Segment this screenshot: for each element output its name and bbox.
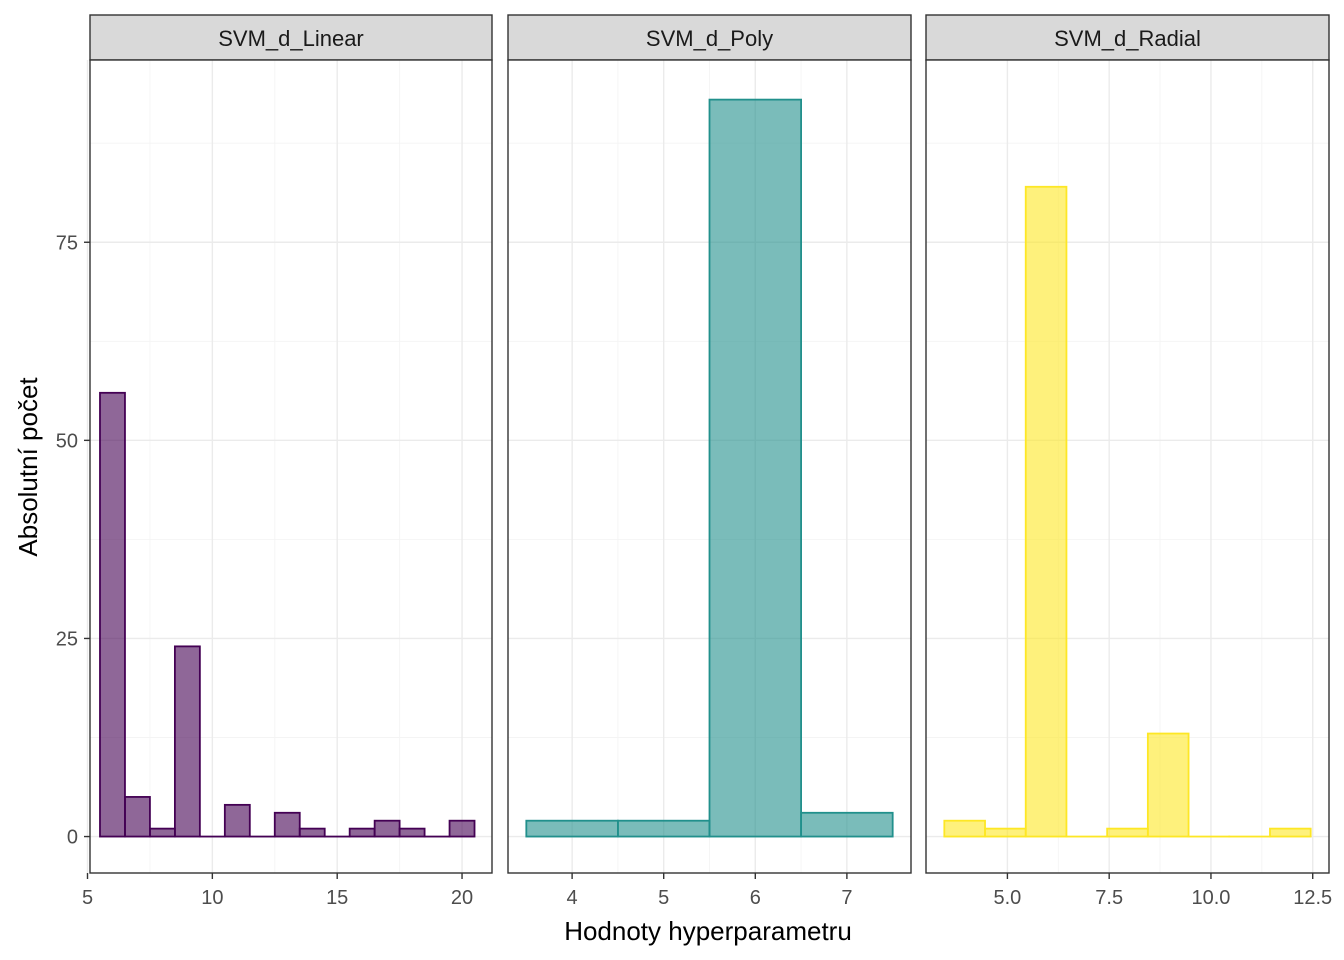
x-tick-label: 7.5 bbox=[1095, 887, 1123, 909]
facet-strip bbox=[507, 14, 912, 61]
x-tick-label: 5 bbox=[658, 887, 669, 909]
x-tick-label: 20 bbox=[451, 887, 473, 909]
histogram-bar bbox=[617, 819, 711, 838]
y-axis: 0 25 50 75 bbox=[56, 232, 90, 849]
x-tick-label: 10 bbox=[201, 887, 223, 909]
y-tick-label: 50 bbox=[56, 430, 78, 452]
histogram-bar bbox=[984, 827, 1027, 838]
histogram-bar bbox=[298, 827, 326, 838]
histogram-bar bbox=[448, 819, 476, 838]
x-tick-label: 10.0 bbox=[1191, 887, 1230, 909]
histogram-bar bbox=[273, 811, 301, 838]
x-tick-label: 7 bbox=[841, 887, 852, 909]
histogram-bars bbox=[99, 391, 476, 838]
x-tick-label: 12.5 bbox=[1293, 887, 1332, 909]
histogram-bar bbox=[149, 827, 176, 838]
histogram-bar bbox=[525, 819, 619, 838]
histogram-bar bbox=[800, 811, 894, 838]
histogram-bar bbox=[348, 827, 376, 838]
y-tick-label: 75 bbox=[56, 232, 78, 254]
histogram-bar bbox=[99, 391, 126, 838]
facet-strip-label: SVM_d_Linear bbox=[218, 26, 364, 51]
y-axis-title: Absolutní počet bbox=[13, 377, 43, 557]
facet-strip-label: SVM_d_Radial bbox=[1054, 26, 1201, 51]
y-tick-label: 0 bbox=[67, 827, 78, 849]
y-tick-label: 25 bbox=[56, 628, 78, 650]
histogram-bar bbox=[1024, 185, 1068, 838]
facet-panel-1: SVM_d_Linear 5 10 15 20 bbox=[82, 14, 493, 909]
x-axis-title: Hodnoty hyperparametru bbox=[564, 916, 852, 946]
facet-panels: SVM_d_Linear 5 10 15 20 SVM_d_Poly 4 5 6 7 SVM_d_R… bbox=[82, 14, 1332, 909]
facet-panel-3: SVM_d_Radial 5.0 7.5 10.0 12.5 bbox=[925, 14, 1332, 909]
histogram-bar bbox=[1106, 827, 1149, 838]
panel-border bbox=[507, 59, 912, 874]
histogram-bar bbox=[124, 796, 151, 838]
x-tick-label: 6 bbox=[750, 887, 761, 909]
histogram-bar bbox=[1146, 732, 1190, 838]
panel-background bbox=[926, 60, 1329, 873]
x-tick-label: 5 bbox=[82, 887, 93, 909]
histogram-bar bbox=[173, 645, 201, 838]
facet-panel-2: SVM_d_Poly 4 5 6 7 bbox=[507, 14, 912, 909]
histogram-bar bbox=[1269, 827, 1312, 838]
histogram-bar bbox=[373, 819, 401, 838]
histogram-bar bbox=[223, 803, 251, 838]
histogram-bar bbox=[398, 827, 426, 838]
histogram-bar bbox=[943, 819, 986, 838]
x-tick-label: 15 bbox=[326, 887, 348, 909]
facet-strip-label: SVM_d_Poly bbox=[646, 26, 773, 51]
x-tick-label: 5.0 bbox=[994, 887, 1022, 909]
histogram-bar bbox=[708, 98, 802, 838]
panel-border bbox=[89, 59, 493, 874]
histogram-bars bbox=[943, 185, 1312, 838]
panel-border bbox=[925, 59, 1330, 874]
facet-strip bbox=[89, 14, 493, 61]
histogram-bars bbox=[525, 98, 894, 838]
x-tick-label: 4 bbox=[567, 887, 578, 909]
facet-strip bbox=[925, 14, 1330, 61]
